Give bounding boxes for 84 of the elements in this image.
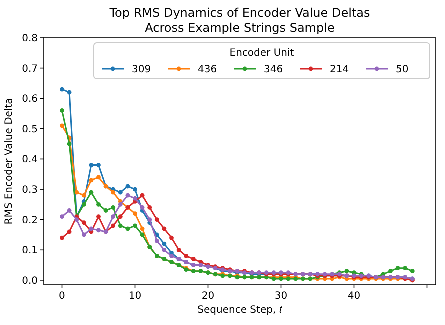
- point: [170, 236, 174, 240]
- point: [89, 178, 94, 183]
- point: [96, 163, 101, 168]
- point: [60, 214, 64, 220]
- point: [140, 193, 145, 198]
- point: [162, 248, 167, 252]
- point: [118, 224, 123, 228]
- point: [126, 193, 130, 198]
- x-tick-label: 40: [348, 291, 361, 302]
- point: [60, 87, 64, 92]
- point: [82, 232, 86, 238]
- y-tick-label: 0.0: [22, 276, 38, 287]
- point: [74, 218, 80, 222]
- point: [96, 175, 101, 180]
- x-tick-label: 30: [274, 291, 288, 302]
- y-tick-label: 0.2: [22, 215, 38, 226]
- point: [140, 226, 145, 232]
- point: [396, 266, 400, 271]
- point: [60, 108, 64, 113]
- point: [388, 269, 393, 274]
- point: [133, 224, 138, 228]
- point: [67, 142, 72, 146]
- y-tick-label: 0.6: [22, 94, 38, 106]
- point: [176, 248, 182, 252]
- point: [140, 206, 145, 210]
- point: [148, 206, 152, 210]
- point: [162, 226, 167, 232]
- point: [67, 230, 72, 234]
- x-tick-label: 0: [59, 291, 66, 302]
- point: [133, 212, 138, 216]
- point: [89, 226, 94, 232]
- point: [104, 208, 108, 213]
- x-tick-label: 10: [128, 291, 142, 302]
- legend-label: 436: [198, 64, 218, 76]
- point: [96, 214, 101, 220]
- point: [410, 269, 415, 274]
- point: [118, 214, 123, 220]
- point: [74, 190, 80, 195]
- legend-label: 346: [264, 64, 284, 76]
- point: [154, 238, 160, 244]
- point: [89, 190, 94, 195]
- y-tick-label: 0.8: [22, 34, 38, 44]
- point: [184, 254, 189, 258]
- point: [126, 226, 130, 232]
- point: [118, 190, 123, 195]
- point: [191, 257, 196, 262]
- point: [170, 254, 174, 258]
- point: [148, 218, 152, 222]
- point: [96, 228, 101, 233]
- x-tick-label: 20: [202, 291, 215, 302]
- point: [96, 202, 101, 207]
- y-tick-label: 0.1: [22, 246, 38, 257]
- point: [111, 214, 116, 220]
- point: [111, 190, 116, 195]
- legend-label: 309: [132, 64, 152, 76]
- point: [82, 220, 86, 226]
- point: [154, 218, 160, 222]
- point: [111, 206, 116, 210]
- point: [67, 90, 72, 95]
- point: [82, 202, 86, 207]
- legend-title: Encoder Unit: [230, 48, 294, 59]
- point: [89, 163, 94, 168]
- point: [60, 236, 64, 240]
- chart-title: Top RMS Dynamics of Encoder Value Deltas Across Example Strings Sample: [108, 6, 370, 35]
- point: [126, 184, 130, 189]
- y-tick-label: 0.5: [22, 124, 38, 136]
- point: [133, 196, 138, 201]
- legend-label: 50: [396, 64, 409, 76]
- point: [344, 269, 350, 274]
- point: [133, 187, 138, 192]
- legend-label: 214: [330, 64, 350, 76]
- point: [67, 208, 72, 213]
- point: [140, 232, 145, 238]
- point: [118, 202, 123, 207]
- y-tick-label: 0.7: [22, 64, 38, 75]
- point: [60, 124, 64, 128]
- point: [162, 242, 167, 246]
- point: [111, 224, 116, 228]
- point: [403, 266, 408, 271]
- y-axis-title: RMS Encoder Value Delta: [4, 98, 15, 225]
- y-tick-label: 0.3: [22, 185, 38, 196]
- y-tick-label: 0.4: [22, 154, 38, 166]
- x-axis-title: Sequence Step, 𝑡: [198, 305, 284, 316]
- point: [82, 193, 86, 198]
